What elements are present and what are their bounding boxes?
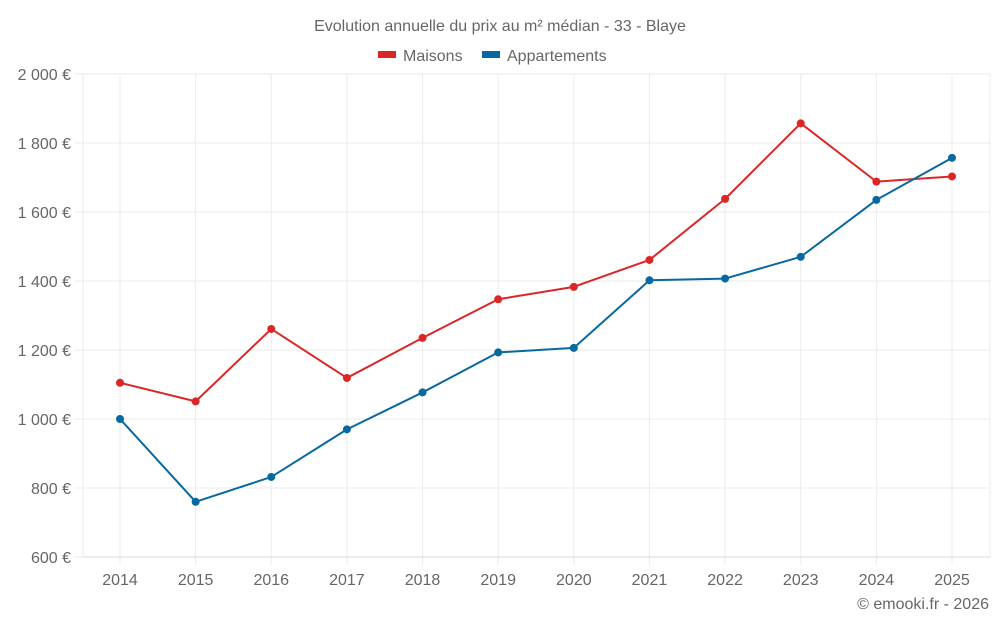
y-tick-label: 1 200 € [18, 343, 71, 360]
x-tick-label: 2024 [859, 572, 895, 589]
data-point[interactable] [721, 274, 730, 283]
legend: Maisons Appartements [378, 48, 607, 65]
data-point[interactable] [645, 276, 654, 285]
legend-label: Maisons [403, 48, 463, 65]
chart-title: Evolution annuelle du prix au m² médian … [314, 18, 686, 35]
y-tick-label: 800 € [31, 481, 71, 498]
series [116, 119, 956, 506]
data-point[interactable] [494, 295, 503, 304]
data-point[interactable] [569, 343, 578, 352]
x-tick-label: 2015 [178, 572, 214, 589]
data-point[interactable] [796, 252, 805, 261]
data-point[interactable] [418, 388, 427, 397]
series-line [119, 122, 953, 403]
x-tick-label: 2016 [253, 572, 289, 589]
legend-item-appartements[interactable]: Appartements [482, 48, 607, 65]
data-point[interactable] [191, 397, 200, 406]
y-tick-label: 1 800 € [18, 136, 71, 153]
data-point[interactable] [418, 333, 427, 342]
data-point[interactable] [342, 425, 351, 434]
axes: 600 € 800 € 1 000 € 1 200 € 1 400 € 1 600 € 1 … [18, 67, 990, 589]
y-tick-label: 1 400 € [18, 274, 71, 291]
x-tick-label: 2023 [783, 572, 819, 589]
x-tick-label: 2019 [480, 572, 516, 589]
data-point[interactable] [948, 172, 956, 181]
x-tick-label: 2014 [102, 572, 138, 589]
data-point[interactable] [116, 378, 124, 387]
legend-label: Appartements [507, 48, 607, 65]
data-point[interactable] [872, 177, 881, 186]
x-tick-label: 2025 [934, 572, 970, 589]
data-point[interactable] [191, 497, 200, 506]
grid [83, 73, 991, 557]
y-tick-label: 600 € [31, 550, 71, 567]
data-point[interactable] [796, 119, 805, 128]
x-tick-label: 2021 [632, 572, 668, 589]
y-tick-label: 1 000 € [18, 412, 71, 429]
data-point[interactable] [267, 324, 276, 333]
data-point[interactable] [342, 373, 351, 382]
data-point[interactable] [494, 348, 503, 357]
data-point[interactable] [872, 195, 881, 204]
x-tick-label: 2017 [329, 572, 365, 589]
data-point[interactable] [267, 472, 276, 481]
x-tick-label: 2020 [556, 572, 592, 589]
series-appartements [116, 153, 956, 506]
legend-item-maisons[interactable]: Maisons [378, 48, 463, 65]
data-point[interactable] [948, 153, 956, 162]
data-point[interactable] [721, 194, 730, 203]
data-point[interactable] [116, 415, 124, 423]
series-line [119, 156, 953, 503]
credit-text: © emooki.fr - 2026 [857, 596, 989, 613]
legend-swatch [482, 51, 500, 58]
y-tick-label: 1 600 € [18, 205, 71, 222]
x-tick-label: 2018 [405, 572, 441, 589]
data-point[interactable] [645, 255, 654, 264]
data-point[interactable] [569, 282, 578, 291]
series-maisons [116, 119, 956, 406]
x-tick-label: 2022 [707, 572, 743, 589]
legend-swatch [378, 51, 396, 58]
y-tick-label: 2 000 € [18, 67, 71, 84]
